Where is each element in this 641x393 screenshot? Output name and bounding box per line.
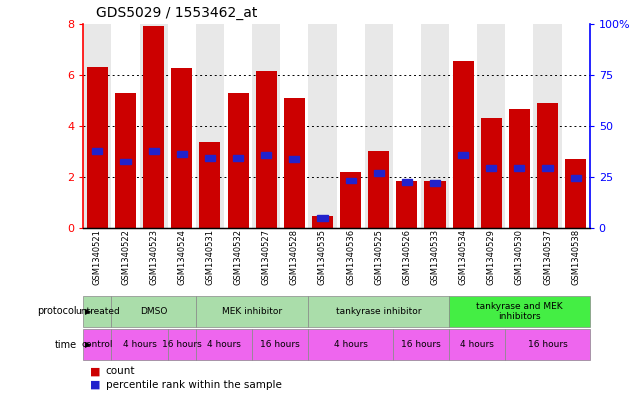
Bar	[542, 165, 553, 171]
Text: percentile rank within the sample: percentile rank within the sample	[106, 380, 281, 390]
Bar	[562, 24, 590, 228]
Bar	[430, 180, 440, 186]
Text: tankyrase and MEK
inhibitors: tankyrase and MEK inhibitors	[476, 302, 563, 321]
Bar	[421, 24, 449, 228]
Bar	[565, 159, 587, 228]
Bar	[168, 24, 196, 228]
Bar	[112, 329, 168, 360]
Text: 4 hours: 4 hours	[334, 340, 367, 349]
Text: ▶: ▶	[85, 307, 91, 316]
Text: ■: ■	[90, 380, 100, 390]
Bar	[317, 215, 328, 220]
Bar	[121, 159, 131, 164]
Text: 4 hours: 4 hours	[122, 340, 156, 349]
Bar	[393, 24, 421, 228]
Bar	[168, 329, 196, 360]
Bar	[340, 172, 361, 228]
Bar	[87, 67, 108, 228]
Text: untreated: untreated	[75, 307, 120, 316]
Text: protocol: protocol	[37, 307, 77, 316]
Bar	[449, 329, 505, 360]
Text: time: time	[54, 340, 77, 350]
Bar	[477, 24, 505, 228]
Bar	[453, 61, 474, 228]
Bar	[280, 24, 308, 228]
Bar	[205, 155, 215, 160]
Text: 16 hours: 16 hours	[260, 340, 300, 349]
Text: count: count	[106, 366, 135, 376]
Bar	[224, 24, 252, 228]
Bar	[308, 296, 449, 327]
Bar	[261, 152, 271, 158]
Bar	[337, 24, 365, 228]
Bar	[252, 329, 308, 360]
Bar	[537, 103, 558, 228]
Bar	[112, 296, 196, 327]
Text: MEK inhibitor: MEK inhibitor	[222, 307, 282, 316]
Bar	[308, 329, 393, 360]
Bar	[149, 149, 159, 154]
Bar	[112, 24, 140, 228]
Text: 4 hours: 4 hours	[460, 340, 494, 349]
Text: 16 hours: 16 hours	[162, 340, 202, 349]
Bar	[505, 329, 590, 360]
Bar	[140, 24, 168, 228]
Bar	[83, 296, 112, 327]
Text: 16 hours: 16 hours	[528, 340, 567, 349]
Text: DMSO: DMSO	[140, 307, 167, 316]
Bar	[402, 179, 412, 185]
Bar	[177, 151, 187, 157]
Text: GDS5029 / 1553462_at: GDS5029 / 1553462_at	[96, 6, 258, 20]
Bar	[368, 151, 389, 228]
Bar	[83, 329, 112, 360]
Bar	[481, 118, 502, 228]
Bar	[312, 217, 333, 228]
Bar	[449, 24, 477, 228]
Text: control: control	[81, 340, 113, 349]
Bar	[289, 156, 299, 162]
Bar	[284, 98, 305, 228]
Bar	[308, 24, 337, 228]
Bar	[449, 296, 590, 327]
Bar	[199, 142, 221, 228]
Text: ■: ■	[90, 366, 100, 376]
Bar	[514, 165, 524, 171]
Bar	[509, 109, 530, 228]
Bar	[533, 24, 562, 228]
Text: 4 hours: 4 hours	[207, 340, 241, 349]
Bar	[345, 178, 356, 184]
Bar	[393, 329, 449, 360]
Text: tankyrase inhibitor: tankyrase inhibitor	[336, 307, 422, 316]
Bar	[570, 175, 581, 181]
Bar	[365, 24, 393, 228]
Bar	[396, 181, 417, 228]
Bar	[256, 71, 277, 228]
Bar	[171, 68, 192, 228]
Bar	[374, 170, 384, 176]
Bar	[228, 93, 249, 228]
Bar	[252, 24, 280, 228]
Bar	[486, 165, 496, 171]
Text: ▶: ▶	[85, 340, 91, 349]
Bar	[92, 149, 103, 154]
Bar	[505, 24, 533, 228]
Bar	[196, 296, 308, 327]
Bar	[83, 24, 112, 228]
Bar	[196, 24, 224, 228]
Bar	[115, 93, 136, 228]
Text: 16 hours: 16 hours	[401, 340, 441, 349]
Bar	[424, 181, 445, 228]
Bar	[458, 152, 468, 158]
Bar	[196, 329, 252, 360]
Bar	[233, 155, 243, 160]
Bar	[143, 26, 164, 228]
